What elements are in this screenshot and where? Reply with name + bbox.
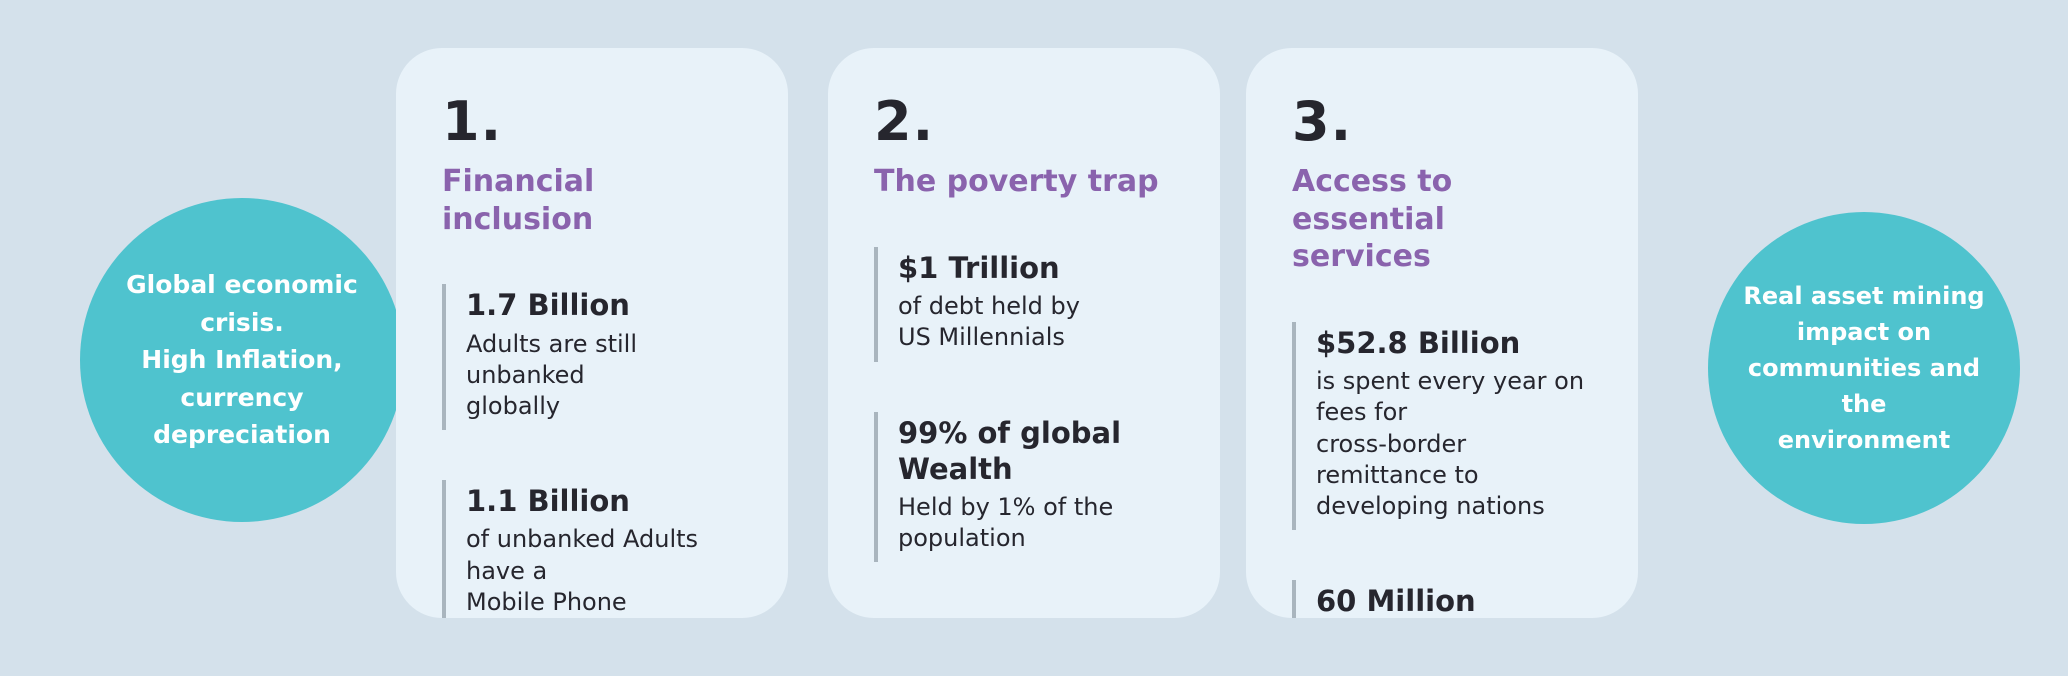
real-asset-mining-circle-text: Real asset mining impact on communities … (1743, 282, 1985, 454)
stat-value: 99% of global Wealth (898, 415, 1122, 486)
global-crisis-circle-text: Global economic crisis. High Inflation, … (126, 270, 358, 450)
stat-description: is spent every year on fees for cross-bo… (1316, 367, 1585, 520)
stat-value: 60 Million (1316, 584, 1476, 618)
card-title: Financial inclusion (442, 164, 595, 237)
card-title: Access to essential services (1292, 164, 1453, 275)
stat-value: $52.8 Billion (1316, 325, 1521, 360)
stat-description: Held by 1% of the population (898, 493, 1114, 553)
stat-value: 1.1 Billion (466, 484, 630, 519)
card-number: 3. (1292, 90, 1353, 153)
stat-item: $52.8 Billion is spent every year on fee… (1292, 321, 1592, 531)
stat-value: 1.7 Billion (466, 288, 630, 323)
stat-value: $1 Trillion (898, 250, 1060, 285)
stat-description: of unbanked Adults have a Mobile Phone (466, 525, 699, 616)
stat-item: $1 Trillion of debt held by US Millennia… (874, 246, 1174, 362)
stat-description: of debt held by US Millennials (898, 292, 1080, 352)
stat-item: 1.1 Billion of unbanked Adults have a Mo… (442, 480, 742, 618)
card-title: The poverty trap (874, 164, 1159, 200)
stat-item: 1.7 Billion Adults are still unbanked gl… (442, 284, 742, 431)
real-asset-mining-circle: Real asset mining impact on communities … (1708, 212, 2020, 524)
card-access-essential-services: 3. Access to essential services $52.8 Bi… (1246, 48, 1638, 618)
card-financial-inclusion: 1. Financial inclusion 1.7 Billion Adult… (396, 48, 788, 618)
global-crisis-circle: Global economic crisis. High Inflation, … (80, 198, 404, 522)
stat-description: Adults are still unbanked globally (466, 329, 638, 421)
stat-item: 60 Million people worldwide will fall in… (1292, 580, 1592, 618)
card-number: 1. (442, 90, 503, 153)
card-poverty-trap: 2. The poverty trap $1 Trillion of debt … (828, 48, 1220, 618)
card-number: 2. (874, 90, 935, 153)
stat-item: 99% of global Wealth Held by 1% of the p… (874, 411, 1174, 563)
